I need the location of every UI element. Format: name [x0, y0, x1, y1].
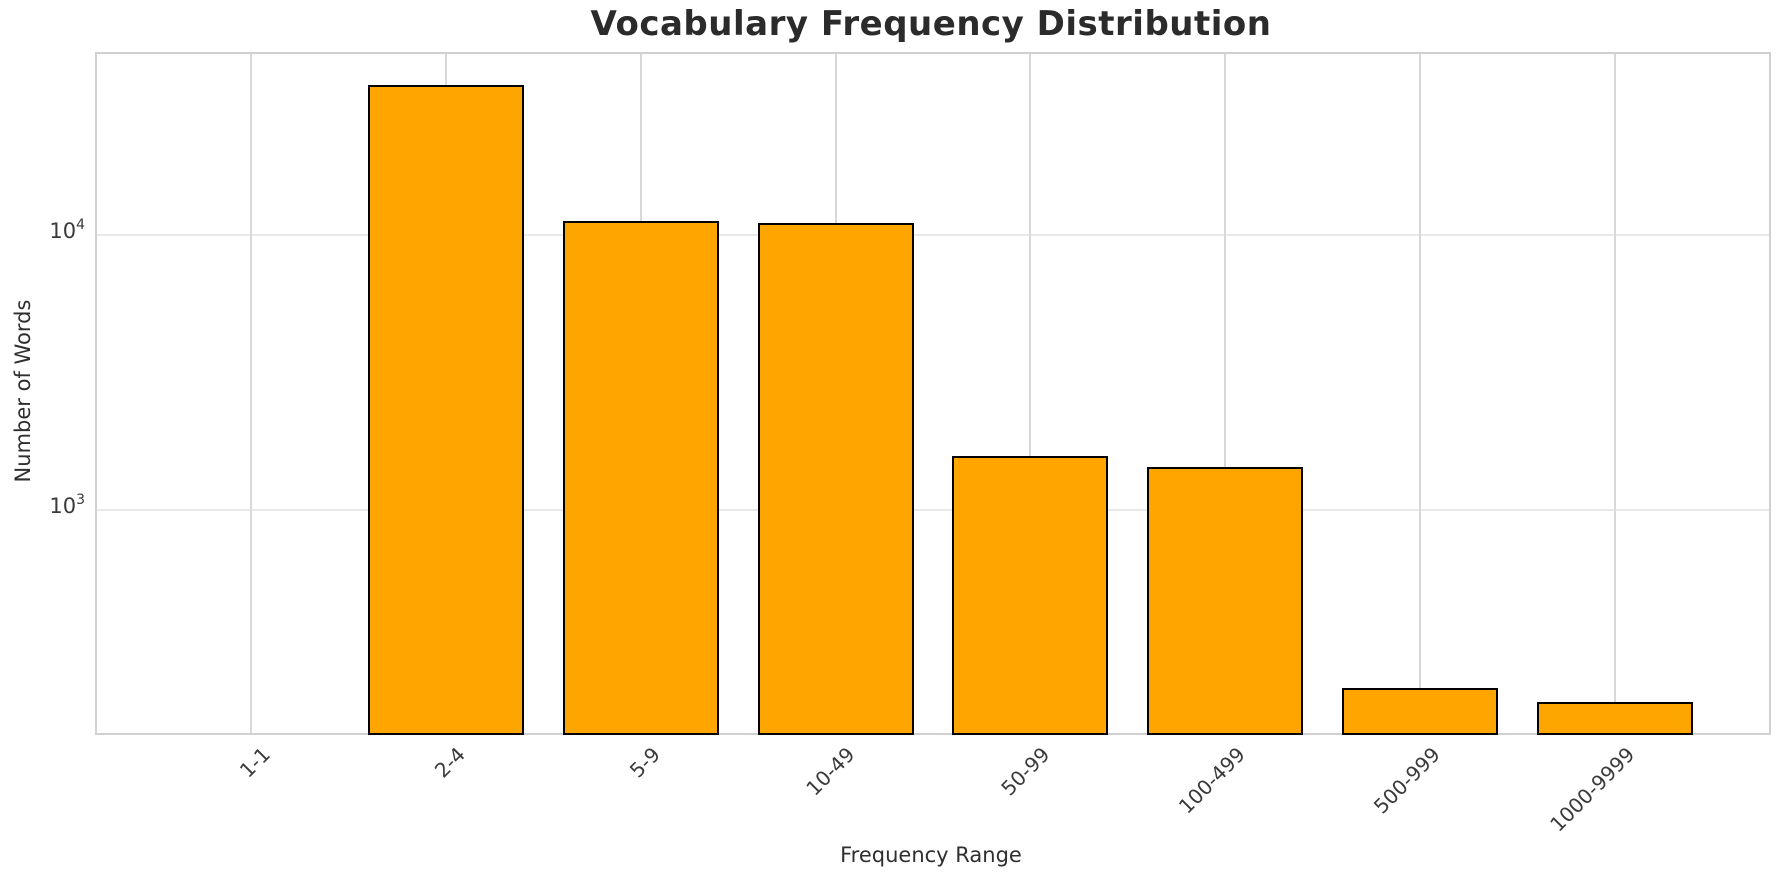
y-gridline [97, 233, 1769, 236]
x-tick-label-50-99: 50-99 [996, 742, 1055, 801]
x-gridline [1419, 54, 1422, 733]
bar-5-9 [562, 221, 719, 735]
bar-2-4 [367, 84, 524, 735]
x-tick-label-10-49: 10-49 [801, 742, 860, 801]
x-tick-label-1000-9999: 1000-9999 [1545, 742, 1640, 837]
y-tick-label: 104 [49, 216, 85, 243]
x-gridline [1029, 54, 1032, 733]
plot-area [95, 52, 1771, 735]
bar-50-99 [952, 455, 1109, 735]
x-gridline [1614, 54, 1617, 733]
bar-500-999 [1342, 688, 1499, 735]
bar-10-49 [757, 223, 914, 735]
y-gridline [97, 508, 1769, 511]
x-gridline [249, 54, 252, 733]
bar-100-499 [1147, 467, 1304, 735]
y-axis-label: Number of Words [11, 299, 35, 483]
x-tick-label-1-1: 1-1 [235, 742, 276, 783]
x-tick-label-5-9: 5-9 [624, 742, 665, 783]
y-tick-label: 103 [49, 491, 85, 518]
x-tick-label-2-4: 2-4 [430, 742, 471, 783]
x-tick-label-100-499: 100-499 [1173, 742, 1250, 819]
x-gridline [1224, 54, 1227, 733]
x-axis-label: Frequency Range [840, 843, 1022, 867]
bar-1000-9999 [1537, 702, 1693, 735]
chart-title: Vocabulary Frequency Distribution [590, 4, 1272, 44]
x-tick-label-500-999: 500-999 [1368, 742, 1445, 819]
